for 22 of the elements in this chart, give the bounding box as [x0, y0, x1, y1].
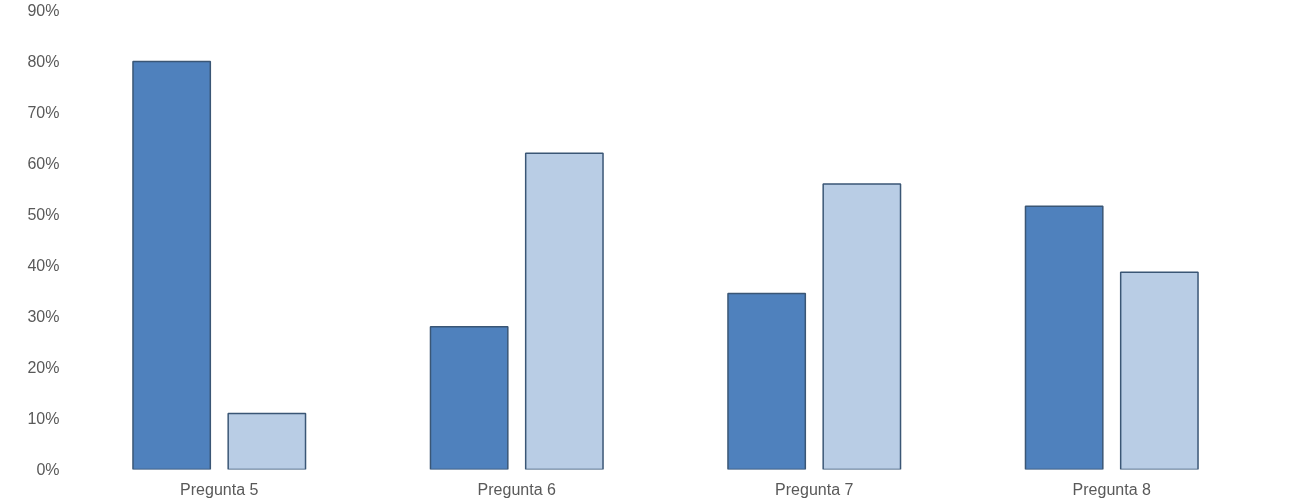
y-tick-label: 20%: [27, 359, 60, 376]
y-tick-label: 40%: [27, 257, 60, 274]
y-tick-label: 60%: [27, 155, 60, 172]
bar: [132, 60, 212, 470]
bar: [524, 152, 604, 470]
bar: [1119, 271, 1199, 470]
bar: [429, 325, 509, 470]
bar: [1024, 205, 1104, 470]
y-tick-label: 30%: [27, 308, 60, 325]
bar: [227, 412, 307, 470]
y-tick-label: 80%: [27, 53, 60, 70]
y-tick-label: 50%: [27, 206, 60, 223]
y-tick-label: 90%: [27, 2, 60, 19]
x-tick-label: Pregunta 8: [1072, 480, 1151, 498]
y-tick-label: 0%: [36, 461, 60, 478]
y-tick-label: 10%: [27, 410, 60, 427]
x-tick-label: Pregunta 5: [180, 480, 259, 498]
y-tick-label: 70%: [27, 104, 60, 121]
x-tick-label: Pregunta 6: [477, 480, 556, 498]
bar: [822, 183, 902, 470]
bar: [727, 292, 807, 470]
x-tick-label: Pregunta 7: [775, 480, 854, 498]
